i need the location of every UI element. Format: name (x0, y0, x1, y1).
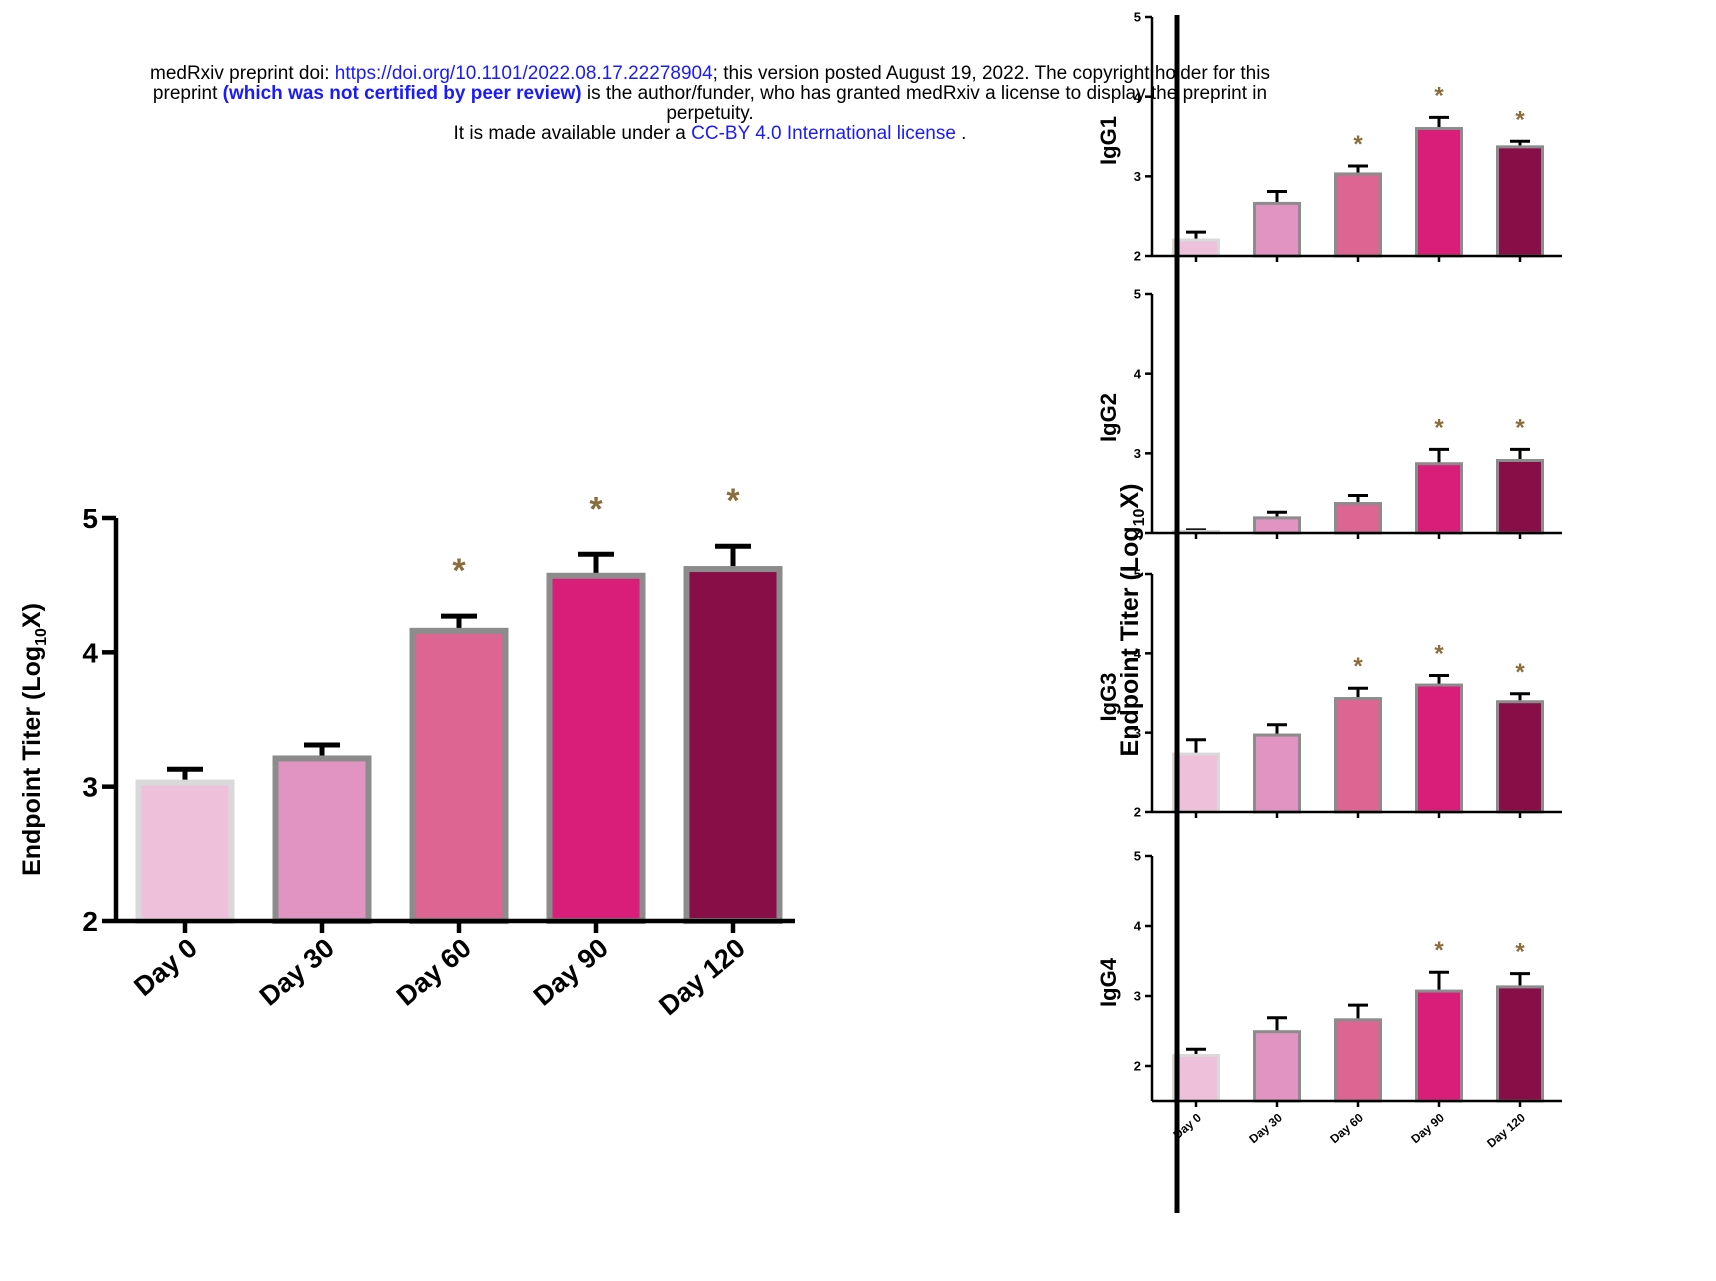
chart-panel-igg2: * * 2 3 4 5 IgG2 (1096, 287, 1562, 541)
right-y-axis-label: Endpoint Titer (Log10X) (1116, 484, 1148, 757)
bar-day-30 (1253, 733, 1301, 814)
y-tick-label: 4 (82, 637, 98, 668)
x-tick-label: Day 60 (1327, 1110, 1366, 1146)
y-tick-label: 2 (1134, 1059, 1141, 1074)
bar-day-30 (1253, 516, 1301, 535)
panel-label-igg2: IgG2 (1096, 393, 1121, 442)
bar-day-0 (1172, 1054, 1220, 1103)
significance-asterisk: * (1434, 937, 1444, 964)
y-tick-label: 2 (1134, 526, 1141, 541)
bar-day-0 (135, 779, 235, 924)
significance-asterisk: * (452, 552, 466, 590)
significance-asterisk: * (1515, 659, 1525, 686)
license-link[interactable]: CC-BY 4.0 International license (691, 123, 956, 144)
significance-asterisk: * (1434, 82, 1444, 109)
y-tick-label: 5 (82, 503, 98, 534)
bar-day-90 (1415, 989, 1463, 1103)
y-tick-label: 4 (1134, 919, 1142, 934)
significance-asterisk: * (1515, 106, 1525, 133)
bar-day-60 (1334, 697, 1382, 814)
significance-asterisk: * (1515, 414, 1525, 441)
x-tick-label: Day 90 (1408, 1110, 1447, 1146)
bar-day-120 (1496, 145, 1544, 258)
y-tick-label: 5 (1134, 849, 1141, 864)
header-line-4: It is made available under a CC-BY 4.0 I… (453, 123, 967, 144)
panel-label-igg3: IgG3 (1096, 673, 1121, 722)
bar-day-120 (683, 566, 783, 925)
y-tick-label: 3 (1134, 725, 1141, 740)
significance-asterisk: * (1353, 131, 1363, 158)
y-tick-label: 2 (1134, 249, 1141, 264)
bar-day-30 (1253, 1030, 1301, 1103)
x-tick-label: Day 60 (391, 933, 477, 1012)
header-line-3: perpetuity. (666, 103, 754, 124)
y-axis-label: Endpoint Titer (Log10X) (18, 603, 50, 876)
bar-day-60 (1334, 1018, 1382, 1103)
x-tick-label: Day 120 (1484, 1110, 1528, 1150)
chart-panel-left: * * * 2 3 4 5 Day 0 Day 30 Day 60 Day 90 Day 120 End… (18, 482, 795, 1021)
y-tick-label: 5 (1134, 567, 1141, 582)
y-tick-label: 5 (1134, 287, 1141, 302)
significance-asterisk: * (1515, 939, 1525, 966)
x-tick-label: Day 120 (653, 933, 750, 1022)
y-tick-label: 2 (1134, 805, 1141, 820)
significance-asterisk: * (1434, 414, 1444, 441)
bar-day-90 (1415, 683, 1463, 814)
bar-day-0 (1172, 752, 1220, 814)
bar-day-0 (1172, 238, 1220, 258)
bar-day-30 (272, 755, 372, 924)
significance-asterisk: * (589, 490, 603, 528)
bar-day-90 (546, 572, 646, 924)
significance-asterisk: * (726, 482, 740, 520)
y-tick-label: 4 (1134, 366, 1142, 381)
y-tick-label: 3 (1134, 169, 1141, 184)
significance-asterisk: * (1434, 641, 1444, 668)
bar-day-120 (1496, 459, 1544, 535)
header-line-1: medRxiv preprint doi: https://doi.org/10… (150, 63, 1270, 84)
x-tick-label: Day 0 (128, 933, 202, 1002)
panel-label-igg4: IgG4 (1096, 957, 1121, 1007)
y-tick-label: 2 (82, 906, 98, 937)
not-certified-link[interactable]: (which was not certified by peer review) (222, 83, 582, 104)
bar-day-90 (1415, 127, 1463, 258)
x-tick-label: Day 90 (528, 933, 614, 1012)
chart-panel-igg1: * * * 2 3 4 5 IgG1 (1096, 10, 1562, 264)
y-tick-label: 3 (1134, 446, 1141, 461)
panel-label-igg1: IgG1 (1096, 116, 1121, 165)
significance-asterisk: * (1353, 653, 1363, 680)
y-tick-label: 4 (1134, 646, 1142, 661)
bar-day-120 (1496, 985, 1544, 1103)
bar-day-60 (1334, 172, 1382, 258)
preprint-header: medRxiv preprint doi: https://doi.org/10… (0, 64, 1420, 144)
x-tick-label: Day 30 (1246, 1110, 1285, 1146)
bar-day-90 (1415, 462, 1463, 535)
x-tick-label: Day 30 (254, 933, 340, 1012)
doi-link[interactable]: https://doi.org/10.1101/2022.08.17.22278… (334, 63, 713, 84)
y-tick-label: 3 (1134, 989, 1141, 1004)
chart-panel-igg3: * * * 2 3 4 5 IgG3 (1096, 567, 1562, 820)
bar-day-60 (409, 627, 509, 925)
header-line-2: preprint (which was not certified by pee… (152, 83, 1268, 104)
y-tick-label: 4 (1134, 89, 1142, 104)
y-tick-label: 3 (82, 772, 98, 803)
bar-day-60 (1334, 502, 1382, 535)
bar-day-120 (1496, 700, 1544, 814)
bar-day-30 (1253, 201, 1301, 258)
y-tick-label: 5 (1134, 10, 1141, 25)
